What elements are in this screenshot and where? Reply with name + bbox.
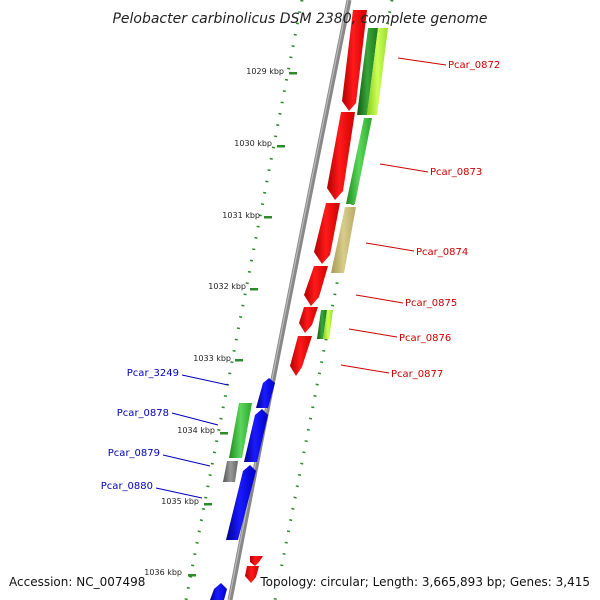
gene-label-pcar-3249[interactable]: Pcar_3249 [127,368,179,379]
gene-label-pcar-0875[interactable]: Pcar_0875 [405,298,457,309]
kbp-label: 1036 kbp [144,568,182,577]
map-title: Pelobacter carbinolicus DSM 2380, comple… [112,11,487,27]
leader-line [365,242,415,252]
kbp-tick: 1031 kbp [222,211,272,220]
kbp-tick: 1034 kbp [177,426,228,435]
leader-line [181,374,229,386]
kbp-label: 1032 kbp [208,282,246,291]
leader-line [348,328,398,338]
gene-label-pcar-0873[interactable]: Pcar_0873 [430,167,482,178]
gene-label-pcar-0877[interactable]: Pcar_0877 [391,369,443,380]
kbp-label: 1034 kbp [177,426,215,435]
gene-label-pcar-0879[interactable]: Pcar_0879 [108,448,160,459]
kbp-label: 1031 kbp [222,211,260,220]
cog-box-0873 [346,118,372,204]
kbp-tick: 1036 kbp [144,568,196,577]
kbp-tick: 1030 kbp [234,139,285,148]
gene-pcar-0875[interactable] [304,266,328,306]
cog-box-0876-a [317,310,327,339]
genome-backbone [227,0,352,600]
cog-box-0872-b [367,28,388,115]
gene-pcar-0872[interactable] [342,10,367,111]
leader-line [171,412,219,426]
gc-skew-track-left [184,0,304,600]
cog-box-0876-b [323,310,333,339]
gene-pcar-0873[interactable] [327,112,355,200]
gene-pcar-0876[interactable] [299,307,318,333]
gene-pcar-0879[interactable] [226,465,256,540]
leader-line [397,57,447,66]
accession-text: Accession: NC_007498 [9,575,145,589]
cog-box-0879 [223,461,238,482]
kbp-label: 1035 kbp [161,497,199,506]
cog-box-0878 [229,403,252,458]
leader-line [355,294,404,304]
leader-line [162,454,211,467]
gene-red-small-2[interactable] [245,566,259,583]
kbp-label: 1029 kbp [246,67,284,76]
kbp-tick: 1032 kbp [208,282,258,291]
gene-label-pcar-0874[interactable]: Pcar_0874 [416,247,468,258]
kbp-tick: 1033 kbp [193,354,243,363]
kbp-label: 1030 kbp [234,139,272,148]
gene-label-pcar-0876[interactable]: Pcar_0876 [399,333,451,344]
gene-pcar-0878[interactable] [244,409,268,462]
topology-text: Topology: circular; Length: 3,665,893 bp… [259,575,590,589]
gene-pcar-0877[interactable] [290,336,312,376]
gene-label-pcar-0880[interactable]: Pcar_0880 [101,481,153,492]
leader-line [340,364,390,374]
genome-backbone-highlight [228,0,349,600]
gene-red-small-1[interactable] [250,556,263,566]
leader-line [379,163,429,173]
gene-label-pcar-0878[interactable]: Pcar_0878 [117,408,169,419]
gene-blue-bottom[interactable] [210,583,227,600]
kbp-tick: 1029 kbp [246,67,297,76]
kbp-tick: 1035 kbp [161,497,212,506]
gene-pcar-0874[interactable] [314,203,340,264]
gene-label-pcar-0872[interactable]: Pcar_0872 [448,60,500,71]
cog-box-0874 [331,207,356,273]
gene-pcar-3249[interactable] [256,378,275,408]
leader-line [155,487,203,499]
cog-box-0872-a [357,28,378,115]
kbp-label: 1033 kbp [193,354,231,363]
